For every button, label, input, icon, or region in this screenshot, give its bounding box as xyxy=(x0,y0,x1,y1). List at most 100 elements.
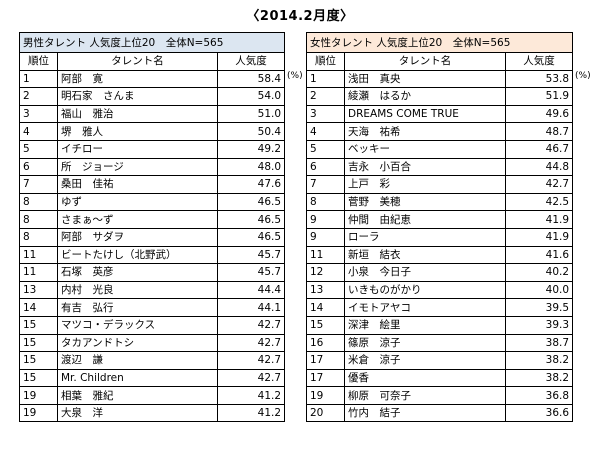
name-cell: ビートたけし（北野武） xyxy=(57,245,218,265)
score-cell: 45.7 xyxy=(216,245,286,265)
rank-cell: 8 xyxy=(19,192,58,212)
name-cell: 菅野 美穂 xyxy=(344,192,506,212)
rank-cell: 17 xyxy=(306,368,345,388)
score-cell: 40.0 xyxy=(504,280,574,300)
rank-cell: 15 xyxy=(19,315,58,335)
score-cell: 42.7 xyxy=(216,333,286,353)
rank-cell: 8 xyxy=(306,192,345,212)
table-row: 11 ビートたけし（北野武） 45.7 xyxy=(19,245,286,265)
score-cell: 42.7 xyxy=(216,315,286,335)
name-cell: 明石家 さんま xyxy=(57,87,218,106)
table-row: 5 ベッキー 46.7 xyxy=(306,139,574,159)
rank-cell: 9 xyxy=(306,210,345,229)
score-cell: 46.5 xyxy=(216,227,286,247)
rank-cell: 15 xyxy=(19,368,58,388)
rank-cell: 15 xyxy=(306,315,345,335)
name-cell: Mr. Children xyxy=(57,368,218,388)
rank-cell: 12 xyxy=(306,263,345,282)
table-row: 3 DREAMS COME TRUE 49.6 xyxy=(306,104,574,124)
table-row: 12 小泉 今日子 40.2 xyxy=(306,263,574,282)
rank-cell: 7 xyxy=(19,175,58,194)
name-cell: 吉永 小百合 xyxy=(344,157,506,177)
name-cell: 優香 xyxy=(344,368,506,388)
score-cell: 38.7 xyxy=(504,333,574,353)
score-cell: 41.9 xyxy=(504,210,574,229)
table-row: 15 Mr. Children 42.7 xyxy=(19,368,286,388)
column-header-name: タレント名 xyxy=(344,52,506,71)
score-cell: 54.0 xyxy=(216,87,286,106)
rank-cell: 11 xyxy=(19,245,58,265)
table-row: 11 石塚 英彦 45.7 xyxy=(19,263,286,282)
column-header-name: タレント名 xyxy=(57,52,218,71)
name-cell: 桑田 佳祐 xyxy=(57,175,218,194)
score-cell: 46.7 xyxy=(504,139,574,159)
table-row: 13 内村 光良 44.4 xyxy=(19,280,286,300)
male-column-header-row: 順位 タレント名 人気度 xyxy=(19,52,286,71)
rank-cell: 17 xyxy=(306,351,345,370)
score-cell: 44.8 xyxy=(504,157,574,177)
score-cell: 51.0 xyxy=(216,104,286,124)
name-cell: 綾瀬 はるか xyxy=(344,87,506,106)
name-cell: 米倉 涼子 xyxy=(344,351,506,370)
table-row: 8 さまぁ～ず 46.5 xyxy=(19,210,286,229)
table-row: 14 有吉 弘行 44.1 xyxy=(19,298,286,317)
rank-cell: 9 xyxy=(306,227,345,247)
table-row: 20 竹内 結子 36.6 xyxy=(306,403,574,423)
name-cell: 新垣 結衣 xyxy=(344,245,506,265)
rank-cell: 15 xyxy=(19,333,58,353)
score-cell: 36.6 xyxy=(504,403,574,423)
rank-cell: 2 xyxy=(19,87,58,106)
rank-cell: 5 xyxy=(19,139,58,159)
table-row: 1 浅田 真央 53.8 xyxy=(306,69,574,89)
name-cell: 浅田 真央 xyxy=(344,69,506,89)
rank-cell: 14 xyxy=(19,298,58,317)
name-cell: 柳原 可奈子 xyxy=(344,386,506,405)
rank-cell: 4 xyxy=(306,122,345,141)
name-cell: 堺 雅人 xyxy=(57,122,218,141)
unit-label: (%) xyxy=(287,71,303,81)
rank-cell: 13 xyxy=(19,280,58,300)
score-cell: 47.6 xyxy=(216,175,286,194)
table-row: 19 相葉 雅紀 41.2 xyxy=(19,386,286,405)
name-cell: 小泉 今日子 xyxy=(344,263,506,282)
rank-cell: 7 xyxy=(306,175,345,194)
table-row: 8 菅野 美穂 42.5 xyxy=(306,192,574,212)
table-row: 15 渡辺 謙 42.7 xyxy=(19,351,286,370)
table-row: 9 ローラ 41.9 xyxy=(306,227,574,247)
score-cell: 41.2 xyxy=(216,403,286,423)
rank-cell: 19 xyxy=(19,386,58,405)
table-row: 3 福山 雅治 51.0 xyxy=(19,104,286,124)
table-row: 15 マツコ・デラックス 42.7 xyxy=(19,315,286,335)
score-cell: 41.9 xyxy=(504,227,574,247)
table-row: 17 優香 38.2 xyxy=(306,368,574,388)
table-row: 11 新垣 結衣 41.6 xyxy=(306,245,574,265)
name-cell: 深津 絵里 xyxy=(344,315,506,335)
column-header-score: 人気度 xyxy=(216,52,286,71)
male-ranking-table: 男性タレント 人気度上位20 全体N=565 順位 タレント名 人気度 1 阿部 … xyxy=(18,32,286,423)
name-cell: 阿部 サダヲ xyxy=(57,227,218,247)
name-cell: 天海 祐希 xyxy=(344,122,506,141)
female-column-header-row: 順位 タレント名 人気度 xyxy=(306,52,574,71)
name-cell: イチロー xyxy=(57,139,218,159)
rank-cell: 1 xyxy=(306,69,345,89)
score-cell: 38.2 xyxy=(504,351,574,370)
table-row: 13 いきものがかり 40.0 xyxy=(306,280,574,300)
name-cell: マツコ・デラックス xyxy=(57,315,218,335)
name-cell: ベッキー xyxy=(344,139,506,159)
rank-cell: 8 xyxy=(19,227,58,247)
rank-cell: 6 xyxy=(306,157,345,177)
rank-cell: 15 xyxy=(19,351,58,370)
name-cell: 所 ジョージ xyxy=(57,157,218,177)
score-cell: 44.4 xyxy=(216,280,286,300)
column-header-score: 人気度 xyxy=(504,52,574,71)
score-cell: 48.7 xyxy=(504,122,574,141)
score-cell: 41.2 xyxy=(216,386,286,405)
rank-cell: 20 xyxy=(306,403,345,423)
score-cell: 40.2 xyxy=(504,263,574,282)
female-ranking-table: 女性タレント 人気度上位20 全体N=565 順位 タレント名 人気度 1 浅田 … xyxy=(305,32,574,423)
score-cell: 44.1 xyxy=(216,298,286,317)
rank-cell: 13 xyxy=(306,280,345,300)
name-cell: ゆず xyxy=(57,192,218,212)
rank-cell: 5 xyxy=(306,139,345,159)
